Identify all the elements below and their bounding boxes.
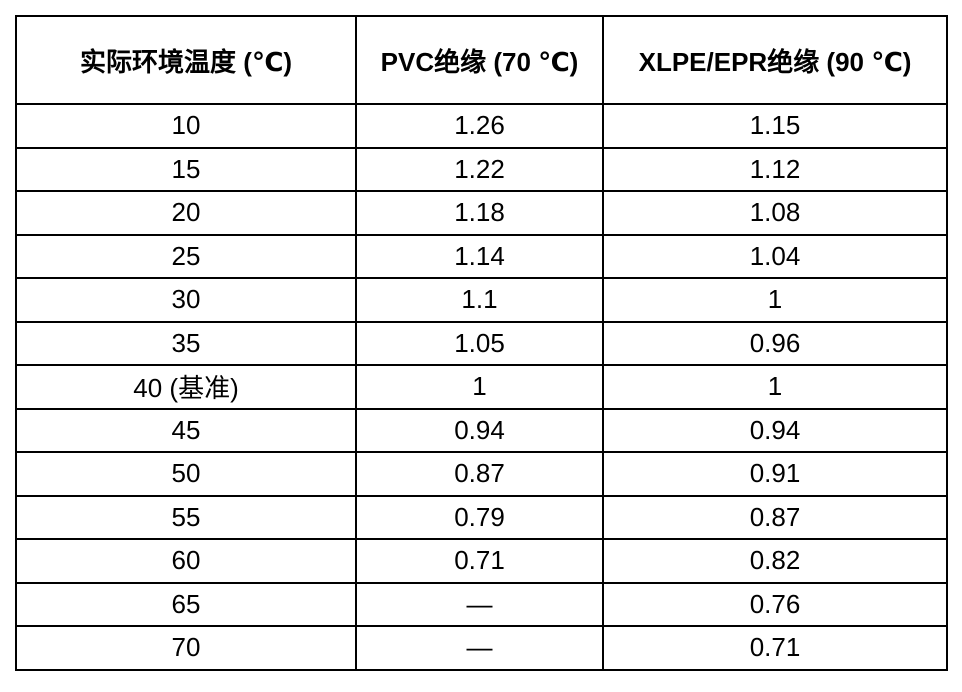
table-cell-pvc-factor: 1.22 (355, 146, 604, 192)
table-cell-pvc-factor: 1.05 (355, 320, 604, 366)
table-cell-pvc-factor: 1.14 (355, 233, 604, 279)
table-row: 60 0.71 0.82 (15, 538, 948, 584)
table-cell-xlpe-factor: 0.82 (602, 538, 948, 584)
table-row: 10 1.26 1.15 (15, 103, 948, 149)
table-row: 30 1.1 1 (15, 277, 948, 323)
table-row: 65 — 0.76 (15, 581, 948, 627)
table-cell-temperature: 10 (15, 103, 357, 149)
table-cell-xlpe-factor: 0.96 (602, 320, 948, 366)
table-cell-temperature: 60 (15, 538, 357, 584)
table-header: 实际环境温度 (℃) PVC绝缘 (70 ℃) XLPE/EPR绝缘 (90 ℃… (15, 15, 948, 105)
table-cell-temperature: 45 (15, 407, 357, 453)
table-cell-xlpe-factor: 0.71 (602, 625, 948, 671)
table-cell-pvc-factor: 0.71 (355, 538, 604, 584)
table-cell-pvc-factor: 1.18 (355, 190, 604, 236)
header-row: 实际环境温度 (℃) PVC绝缘 (70 ℃) XLPE/EPR绝缘 (90 ℃… (15, 15, 948, 105)
table-cell-temperature: 15 (15, 146, 357, 192)
table-cell-xlpe-factor: 1 (602, 277, 948, 323)
table-cell-pvc-factor: 0.79 (355, 494, 604, 540)
table-cell-temperature: 55 (15, 494, 357, 540)
table-row: 70 — 0.71 (15, 625, 948, 671)
table-cell-xlpe-factor: 0.87 (602, 494, 948, 540)
table-row: 45 0.94 0.94 (15, 407, 948, 453)
table-cell-temperature: 30 (15, 277, 357, 323)
table-cell-xlpe-factor: 1.04 (602, 233, 948, 279)
table-cell-pvc-factor: — (355, 625, 604, 671)
column-header-ambient-temperature: 实际环境温度 (℃) (15, 15, 357, 105)
table-row: 15 1.22 1.12 (15, 146, 948, 192)
table-cell-xlpe-factor: 0.76 (602, 581, 948, 627)
table-cell-temperature: 70 (15, 625, 357, 671)
table-cell-pvc-factor: 0.94 (355, 407, 604, 453)
table-cell-xlpe-factor: 0.91 (602, 451, 948, 497)
column-header-pvc-insulation: PVC绝缘 (70 ℃) (355, 15, 604, 105)
table-cell-xlpe-factor: 1.12 (602, 146, 948, 192)
table-row: 20 1.18 1.08 (15, 190, 948, 236)
table-row: 25 1.14 1.04 (15, 233, 948, 279)
table-cell-pvc-factor: 1.1 (355, 277, 604, 323)
table-cell-pvc-factor: 1.26 (355, 103, 604, 149)
temperature-correction-table: 实际环境温度 (℃) PVC绝缘 (70 ℃) XLPE/EPR绝缘 (90 ℃… (15, 15, 948, 671)
table-cell-xlpe-factor: 0.94 (602, 407, 948, 453)
table-row: 55 0.79 0.87 (15, 494, 948, 540)
table-row-reference: 40 (基准) 1 1 (15, 364, 948, 410)
column-header-xlpe-epr-insulation: XLPE/EPR绝缘 (90 ℃) (602, 15, 948, 105)
table-cell-xlpe-factor: 1.08 (602, 190, 948, 236)
table-cell-pvc-factor: — (355, 581, 604, 627)
table-cell-temperature: 35 (15, 320, 357, 366)
table-cell-xlpe-factor: 1 (602, 364, 948, 410)
table-cell-temperature: 50 (15, 451, 357, 497)
table-cell-temperature: 40 (基准) (15, 364, 357, 410)
table-cell-pvc-factor: 1 (355, 364, 604, 410)
table-cell-temperature: 65 (15, 581, 357, 627)
table-row: 35 1.05 0.96 (15, 320, 948, 366)
table-cell-temperature: 25 (15, 233, 357, 279)
table-cell-pvc-factor: 0.87 (355, 451, 604, 497)
temperature-correction-table-container: 实际环境温度 (℃) PVC绝缘 (70 ℃) XLPE/EPR绝缘 (90 ℃… (15, 15, 948, 671)
table-cell-xlpe-factor: 1.15 (602, 103, 948, 149)
table-row: 50 0.87 0.91 (15, 451, 948, 497)
table-cell-temperature: 20 (15, 190, 357, 236)
table-body: 10 1.26 1.15 15 1.22 1.12 20 1.18 1.08 2… (15, 103, 948, 671)
